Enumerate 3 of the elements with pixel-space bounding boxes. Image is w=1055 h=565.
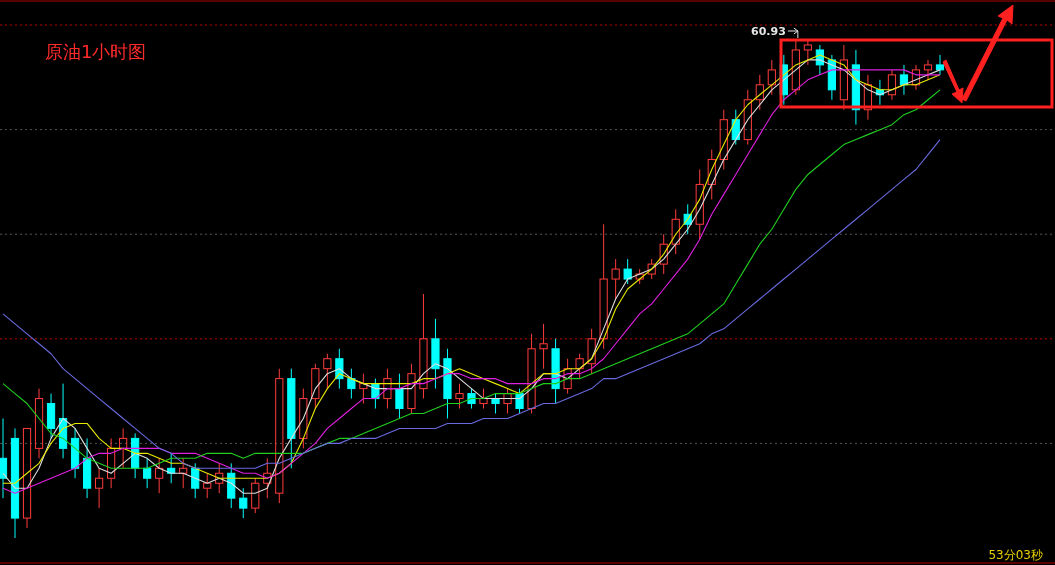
annotation: 60.93: [751, 25, 786, 38]
annotation: 原油1小时图: [45, 41, 147, 62]
annotation: 53分03秒: [988, 548, 1043, 562]
